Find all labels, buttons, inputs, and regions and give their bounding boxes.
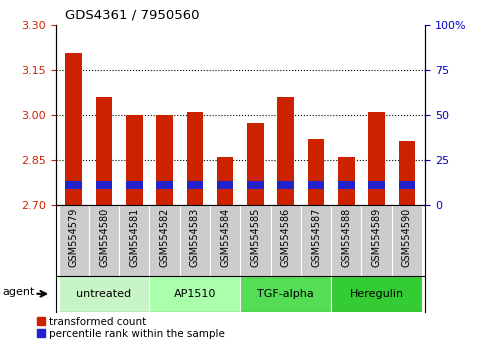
- Bar: [119, 205, 149, 276]
- Bar: [186, 181, 203, 189]
- Bar: [96, 181, 113, 189]
- Bar: [58, 276, 149, 312]
- Bar: [308, 139, 325, 205]
- Bar: [65, 181, 82, 189]
- Bar: [149, 276, 241, 312]
- Text: GSM554585: GSM554585: [251, 207, 260, 267]
- Bar: [149, 205, 180, 276]
- Bar: [398, 141, 415, 205]
- Bar: [210, 205, 241, 276]
- Text: agent: agent: [3, 287, 35, 297]
- Bar: [217, 181, 233, 189]
- Bar: [270, 205, 301, 276]
- Bar: [338, 181, 355, 189]
- Bar: [308, 181, 325, 189]
- Text: Heregulin: Heregulin: [350, 289, 404, 299]
- Bar: [241, 205, 270, 276]
- Bar: [331, 276, 422, 312]
- Text: TGF-alpha: TGF-alpha: [257, 289, 314, 299]
- Bar: [126, 181, 142, 189]
- Text: untreated: untreated: [76, 289, 131, 299]
- Text: GSM554579: GSM554579: [69, 207, 79, 267]
- Bar: [58, 205, 89, 276]
- Text: GSM554589: GSM554589: [371, 207, 382, 267]
- Text: GSM554582: GSM554582: [159, 207, 170, 267]
- Bar: [338, 157, 355, 205]
- Legend: transformed count, percentile rank within the sample: transformed count, percentile rank withi…: [37, 317, 225, 339]
- Bar: [277, 181, 294, 189]
- Text: GSM554588: GSM554588: [341, 207, 351, 267]
- Bar: [180, 205, 210, 276]
- Bar: [241, 276, 331, 312]
- Text: GSM554587: GSM554587: [311, 207, 321, 267]
- Bar: [156, 115, 173, 205]
- Text: GSM554583: GSM554583: [190, 207, 200, 267]
- Bar: [361, 205, 392, 276]
- Bar: [217, 157, 233, 205]
- Bar: [65, 53, 82, 205]
- Text: AP1510: AP1510: [174, 289, 216, 299]
- Bar: [301, 205, 331, 276]
- Bar: [96, 97, 113, 205]
- Bar: [247, 181, 264, 189]
- Bar: [392, 205, 422, 276]
- Bar: [89, 205, 119, 276]
- Bar: [368, 112, 385, 205]
- Bar: [247, 122, 264, 205]
- Bar: [368, 181, 385, 189]
- Text: GSM554580: GSM554580: [99, 207, 109, 267]
- Bar: [277, 97, 294, 205]
- Bar: [398, 181, 415, 189]
- Bar: [331, 205, 361, 276]
- Bar: [186, 112, 203, 205]
- Bar: [156, 181, 173, 189]
- Text: GDS4361 / 7950560: GDS4361 / 7950560: [65, 8, 199, 21]
- Text: GSM554590: GSM554590: [402, 207, 412, 267]
- Text: GSM554581: GSM554581: [129, 207, 139, 267]
- Bar: [126, 115, 142, 205]
- Text: GSM554586: GSM554586: [281, 207, 291, 267]
- Text: GSM554584: GSM554584: [220, 207, 230, 267]
